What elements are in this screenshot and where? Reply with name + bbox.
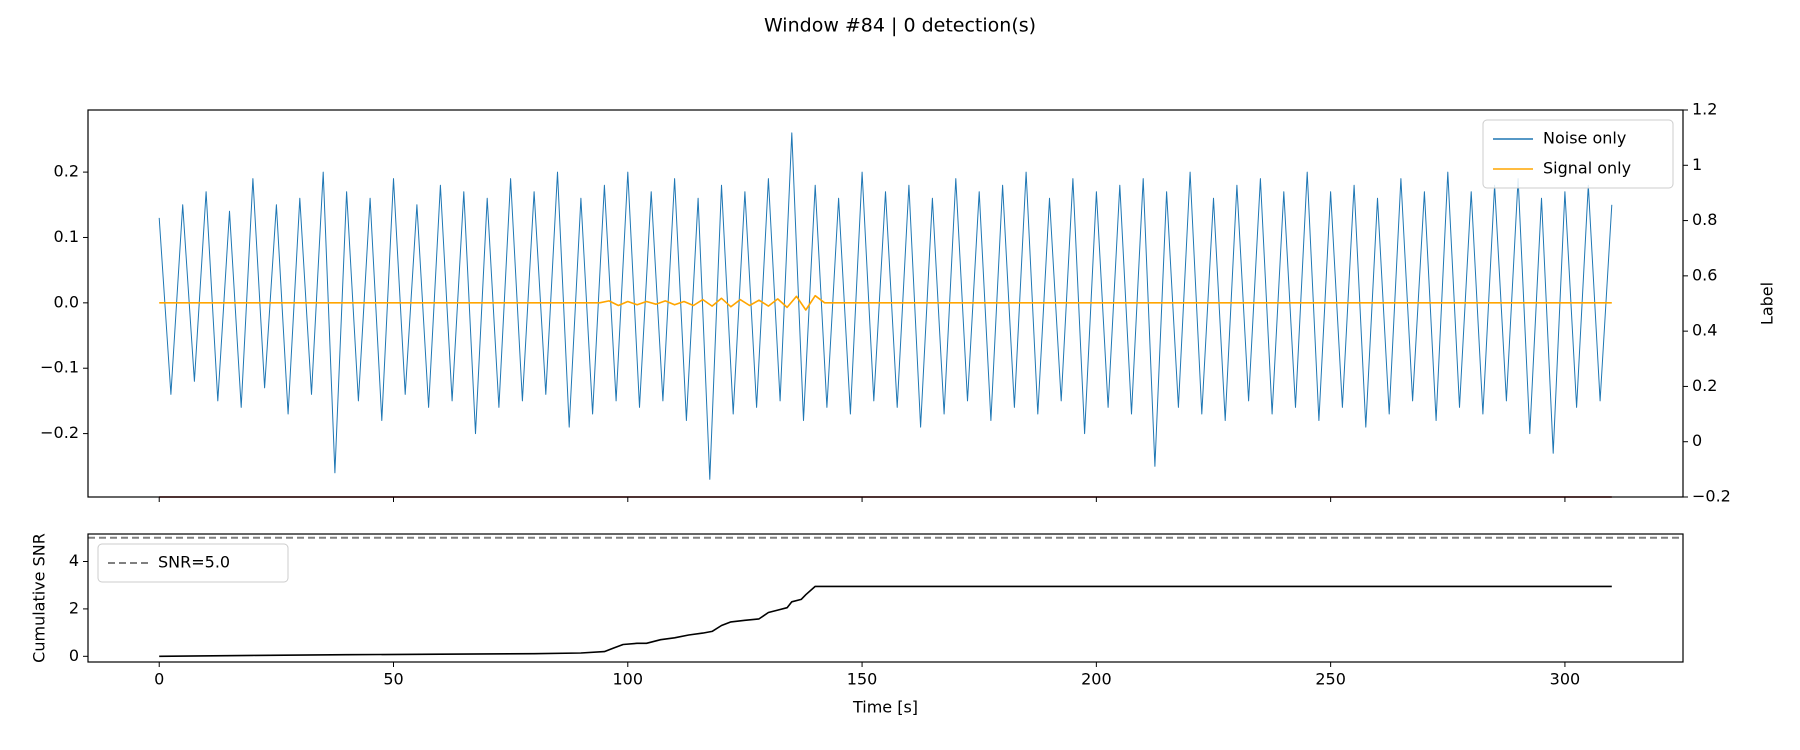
y-tick-label: −0.1 <box>40 358 79 377</box>
y2-tick-label: 0.8 <box>1692 210 1717 229</box>
y2-tick-label: 0.2 <box>1692 376 1717 395</box>
axes-frame <box>87 533 1684 663</box>
y2-tick-label: 1 <box>1692 155 1702 174</box>
data-line <box>159 294 1612 311</box>
legend-label: Noise only <box>1543 129 1626 148</box>
legend-box <box>1482 119 1674 189</box>
x-tick-label: 250 <box>1315 670 1346 689</box>
y-tick-label: −0.2 <box>40 423 79 442</box>
figure-title: Window #84 | 0 detection(s) <box>764 15 1036 37</box>
data-line <box>159 585 1612 658</box>
legend-box <box>97 543 289 583</box>
x-tick-label: 200 <box>1081 670 1112 689</box>
legend-label: Signal only <box>1543 159 1631 178</box>
x-tick-label: 50 <box>383 670 403 689</box>
y-tick-label: 0.2 <box>54 162 79 181</box>
y-tick-label: 0.0 <box>54 292 79 311</box>
x-tick-label: 0 <box>154 670 164 689</box>
data-line <box>158 132 1613 480</box>
y-axis-label: Cumulative SNR <box>30 533 49 663</box>
x-tick-label: 300 <box>1550 670 1581 689</box>
y-tick-label: 4 <box>69 551 79 570</box>
x-axis-label: Time [s] <box>852 698 918 717</box>
y-tick-label: 0.1 <box>54 227 79 246</box>
y2-tick-label: −0.2 <box>1692 487 1731 506</box>
y-tick-label: 2 <box>69 598 79 617</box>
legend-label: SNR=5.0 <box>158 553 230 572</box>
y2-tick-label: 0 <box>1692 431 1702 450</box>
y2-tick-label: 1.2 <box>1692 100 1717 119</box>
axes-frame <box>87 109 1684 498</box>
y-tick-label: 0 <box>69 646 79 665</box>
y2-axis-label: Label <box>1758 282 1777 325</box>
x-tick-label: 100 <box>613 670 644 689</box>
y2-tick-label: 0.6 <box>1692 265 1717 284</box>
y2-tick-label: 0.4 <box>1692 321 1717 340</box>
x-tick-label: 150 <box>847 670 878 689</box>
